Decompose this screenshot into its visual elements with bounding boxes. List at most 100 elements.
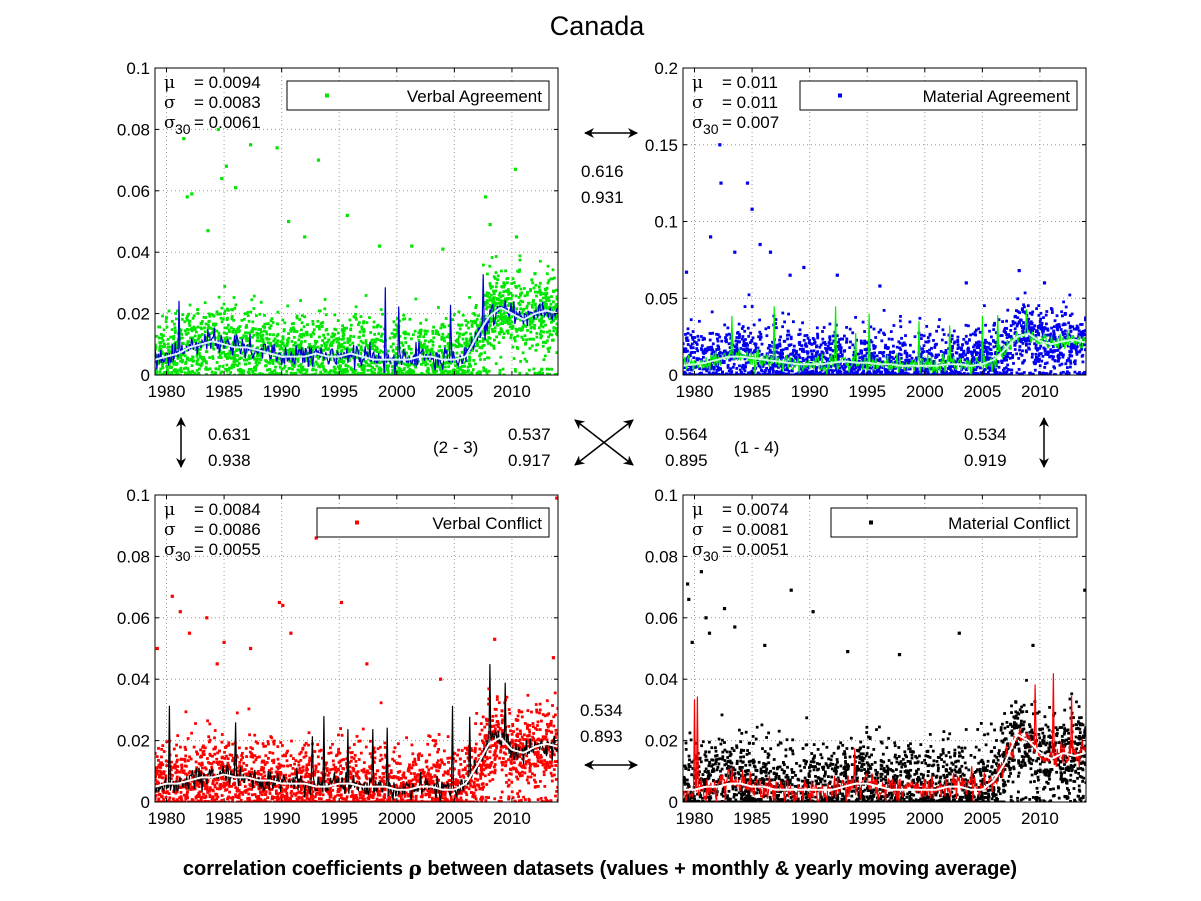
data-point (821, 351, 825, 355)
data-point (901, 368, 905, 372)
data-point (474, 341, 477, 344)
data-point (753, 342, 757, 346)
data-point (483, 314, 487, 318)
data-point (487, 369, 491, 373)
data-point (703, 373, 706, 375)
data-point (847, 357, 851, 361)
data-point (361, 359, 365, 363)
data-point (872, 373, 876, 375)
data-point (528, 317, 531, 321)
data-point (318, 364, 322, 368)
data-point (333, 367, 337, 371)
data-point (211, 355, 215, 359)
data-point (356, 371, 360, 375)
data-point (826, 347, 830, 351)
data-point (218, 344, 221, 348)
data-point (314, 360, 318, 364)
data-point (410, 370, 413, 374)
data-point (1041, 354, 1045, 358)
data-point (262, 329, 266, 333)
data-point (510, 282, 514, 285)
data-point (231, 356, 234, 360)
data-point (381, 340, 385, 343)
data-point (182, 342, 185, 345)
data-point (975, 346, 979, 350)
data-point (155, 334, 159, 338)
data-point (454, 339, 458, 343)
data-point (1032, 327, 1036, 331)
data-point (397, 361, 401, 365)
data-point (361, 373, 364, 375)
data-point (748, 341, 752, 344)
data-point (852, 350, 856, 354)
data-point (431, 343, 435, 347)
data-point (247, 361, 251, 365)
data-point (956, 335, 960, 339)
data-point (320, 362, 324, 366)
data-point (408, 363, 412, 367)
data-point (1060, 352, 1063, 356)
data-point (182, 367, 186, 371)
data-point (245, 324, 248, 327)
data-point (291, 326, 295, 330)
data-point (457, 342, 461, 346)
data-point (437, 306, 440, 309)
data-point (323, 298, 327, 301)
data-point (1004, 366, 1008, 370)
data-point (195, 354, 199, 358)
data-point (1080, 323, 1084, 326)
data-point (492, 292, 496, 296)
data-point (311, 322, 315, 326)
data-point (697, 373, 700, 375)
data-point (200, 322, 203, 326)
data-point (444, 373, 448, 375)
data-point (869, 325, 873, 329)
data-point (505, 277, 509, 281)
data-point (1003, 367, 1006, 370)
data-point (161, 362, 164, 365)
data-point (513, 339, 517, 343)
data-point (207, 342, 211, 346)
data-point (1049, 350, 1053, 354)
data-point (266, 368, 269, 372)
data-point (193, 334, 197, 338)
data-point (255, 363, 259, 367)
data-point (798, 332, 802, 336)
data-point (427, 348, 431, 352)
data-point (369, 345, 373, 349)
data-point (1003, 341, 1007, 345)
data-point (734, 339, 738, 343)
data-point (349, 366, 353, 370)
data-point (440, 338, 444, 341)
data-point (854, 366, 858, 369)
data-point (507, 319, 511, 323)
data-point (735, 336, 739, 339)
data-point (905, 359, 909, 362)
data-point (217, 312, 221, 316)
data-point (879, 365, 882, 369)
data-point (445, 361, 449, 364)
data-point (495, 335, 498, 339)
data-point (757, 349, 761, 353)
data-point (913, 335, 917, 339)
data-point (424, 339, 427, 343)
data-point (281, 337, 285, 341)
data-point (879, 373, 883, 375)
data-point (326, 332, 330, 336)
data-point (488, 305, 491, 309)
data-point (981, 371, 985, 375)
data-point (230, 366, 233, 370)
data-point (502, 301, 506, 305)
data-point (377, 332, 381, 336)
data-point (801, 321, 804, 325)
data-point (892, 350, 895, 354)
data-point (899, 353, 903, 357)
x-tick-label: 2010 (493, 382, 531, 401)
data-point (889, 330, 893, 333)
data-point (255, 359, 259, 363)
data-point (792, 320, 795, 324)
data-point (212, 327, 215, 331)
data-point (183, 373, 187, 375)
data-point (379, 325, 383, 329)
data-point (231, 363, 234, 367)
